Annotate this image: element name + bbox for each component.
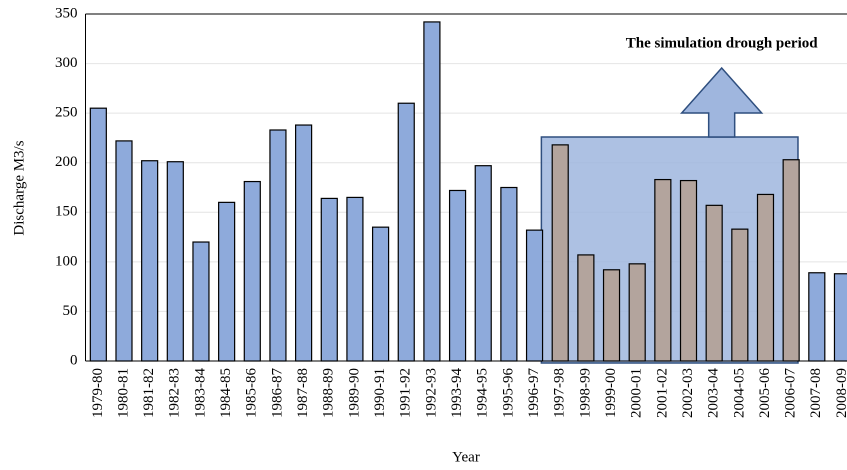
bar — [320, 197, 338, 362]
x-tick-label: 1987-88 — [295, 368, 311, 418]
bar — [218, 201, 236, 362]
y-tick-label: 350 — [55, 5, 78, 21]
x-tick-label: 2005-06 — [757, 368, 773, 418]
x-tick-label: 2000-01 — [629, 368, 645, 418]
bar — [89, 107, 107, 362]
bar — [705, 204, 723, 362]
bar — [474, 165, 492, 362]
bar — [731, 228, 749, 362]
bar — [782, 159, 800, 362]
bar — [115, 140, 133, 362]
bar — [423, 21, 441, 362]
x-tick-label: 2003-04 — [706, 368, 722, 418]
bar — [833, 273, 847, 362]
bar — [654, 178, 672, 362]
highlight-arrow — [680, 66, 764, 138]
highlight-label: The simulation drough period — [626, 35, 819, 51]
x-tick-label: 1994-95 — [475, 368, 491, 418]
bar — [192, 241, 210, 362]
x-tick-label: 1992-93 — [423, 368, 439, 418]
x-tick-label: 1999-00 — [603, 368, 619, 418]
bar — [295, 124, 313, 362]
bar — [141, 160, 159, 362]
x-tick-label: 1988-89 — [321, 368, 337, 418]
bar — [577, 254, 595, 362]
bar — [628, 263, 646, 362]
x-tick-label: 1979-80 — [90, 368, 106, 418]
x-tick-label: 1993-94 — [449, 368, 465, 418]
bar — [346, 196, 364, 362]
bar — [243, 180, 261, 362]
y-tick-label: 300 — [55, 55, 78, 71]
x-tick-label: 1995-96 — [500, 368, 516, 418]
x-tick-label: 1985-86 — [244, 368, 260, 418]
x-tick-label: 2001-02 — [654, 368, 670, 418]
y-tick-label: 50 — [63, 303, 78, 319]
y-tick-label: 100 — [55, 253, 78, 269]
bar — [371, 226, 390, 362]
x-tick-label: 2004-05 — [731, 368, 747, 418]
x-tick-label: 2006-07 — [783, 368, 799, 418]
x-tick-label: 1990-91 — [372, 368, 388, 418]
x-tick-label: 1998-99 — [577, 368, 593, 418]
x-tick-label: 1991-92 — [398, 368, 414, 418]
bar — [525, 229, 544, 362]
bar — [756, 193, 775, 362]
bar — [551, 144, 569, 362]
y-tick-label: 0 — [70, 352, 78, 368]
bar — [808, 272, 826, 362]
y-tick-label: 150 — [55, 204, 78, 220]
x-axis-label: Year — [452, 449, 480, 465]
x-tick-label: 1989-90 — [346, 368, 362, 418]
bar — [166, 161, 184, 362]
x-tick-label: 1997-98 — [552, 368, 568, 418]
y-tick-label: 250 — [55, 105, 78, 121]
bar — [602, 269, 621, 362]
x-tick-label: 1984-85 — [218, 368, 234, 418]
bar — [397, 102, 415, 362]
x-tick-label: 2007-08 — [808, 368, 824, 418]
bar — [448, 189, 467, 362]
x-tick-label: 1986-87 — [269, 368, 285, 418]
bar — [679, 179, 698, 362]
x-tick-label: 1996-97 — [526, 368, 542, 418]
x-tick-label: 1983-84 — [192, 368, 208, 418]
y-axis-label: Discharge M3/s — [11, 140, 27, 235]
x-tick-label: 2008-09 — [834, 368, 847, 418]
x-tick-label: 1980-81 — [115, 368, 131, 418]
x-tick-label: 2002-03 — [680, 368, 696, 418]
x-tick-label: 1981-82 — [141, 368, 157, 418]
bar — [269, 129, 287, 362]
y-tick-label: 200 — [55, 154, 78, 170]
bar — [500, 186, 518, 362]
x-tick-label: 1982-83 — [167, 368, 183, 418]
